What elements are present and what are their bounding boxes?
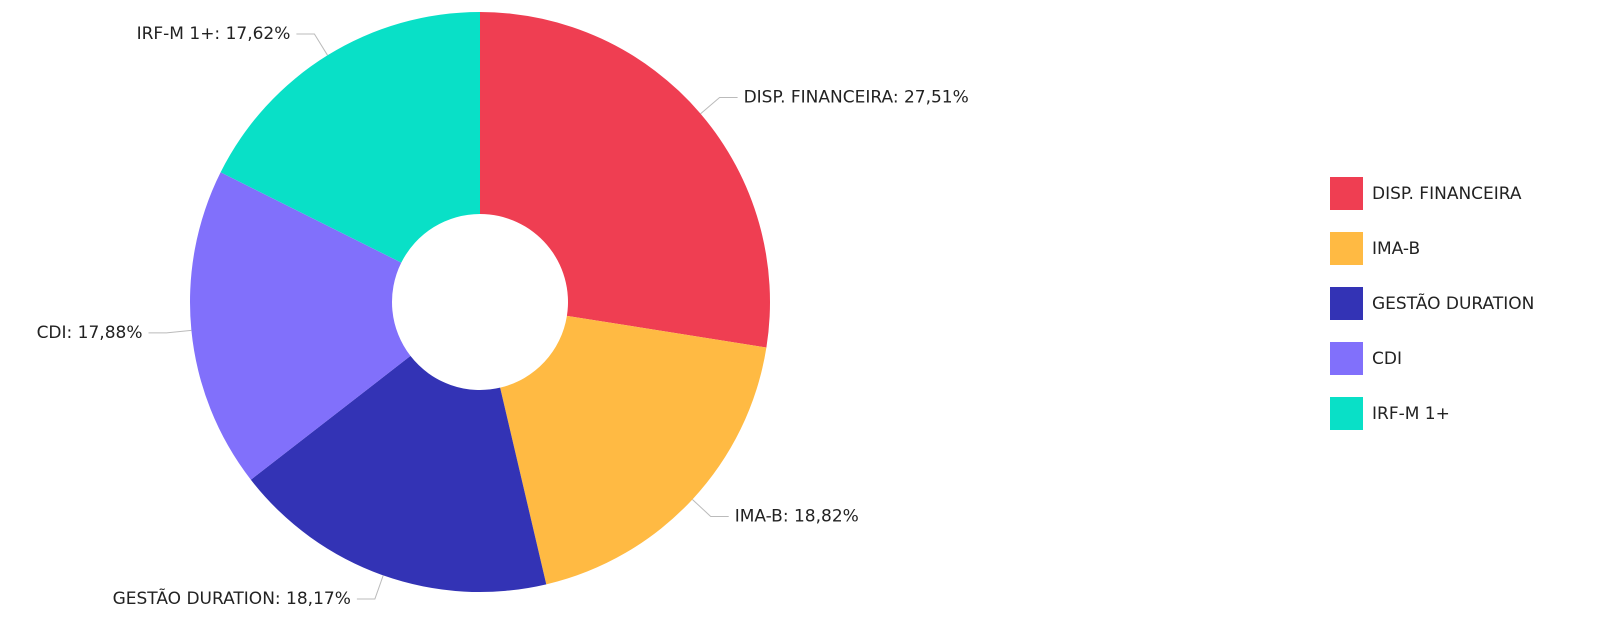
donut-slice [480,12,771,348]
donut-slice [189,172,411,480]
legend-swatch [1330,232,1363,265]
donut-slice [500,315,767,585]
legend-swatch [1330,342,1363,375]
legend-label: DISP. FINANCEIRA [1372,184,1522,204]
data-label: GESTÃO DURATION: 18,17% [113,587,351,609]
donut-slice [250,355,547,592]
data-label: DISP. FINANCEIRA: 27,51% [744,87,969,107]
legend-swatch [1330,287,1363,320]
legend-label: CDI [1372,349,1402,369]
legend-label: IRF-M 1+ [1372,404,1450,424]
leader-line [700,96,738,115]
legend-label: IMA-B [1372,239,1420,259]
leader-line [356,575,384,600]
data-label: IMA-B: 18,82% [735,506,859,526]
legend-swatch [1330,177,1363,210]
legend-swatch [1330,397,1363,430]
leader-line [692,499,729,517]
leader-line [148,329,192,334]
leader-line [296,33,328,56]
legend-label: GESTÃO DURATION [1372,292,1534,314]
data-label: IRF-M 1+: 17,62% [137,24,291,44]
data-label: CDI: 17,88% [37,323,143,343]
donut-slice [220,12,480,263]
